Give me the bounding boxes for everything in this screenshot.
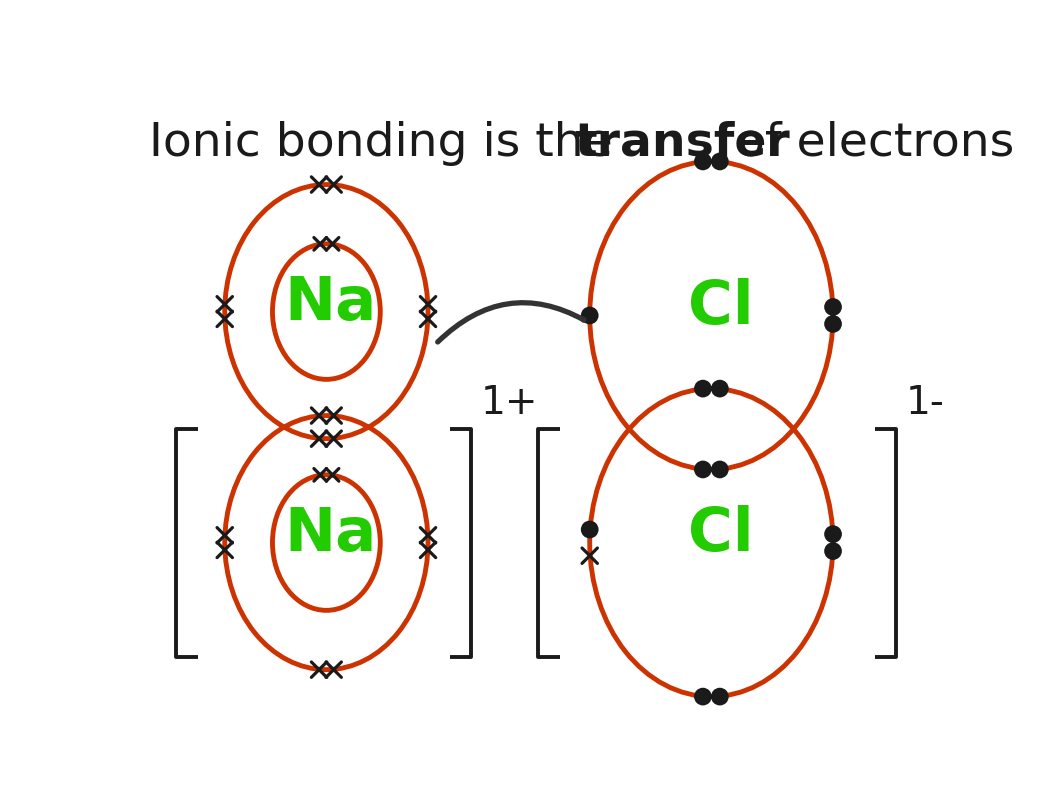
Circle shape <box>711 688 729 706</box>
Text: of electrons: of electrons <box>720 121 1014 166</box>
Circle shape <box>711 380 729 398</box>
Text: Na: Na <box>285 506 376 565</box>
Circle shape <box>581 306 598 324</box>
Circle shape <box>581 521 598 538</box>
Text: 1-: 1- <box>905 385 944 422</box>
Text: 1+: 1+ <box>481 385 538 422</box>
Text: Ionic bonding is the: Ionic bonding is the <box>149 121 628 166</box>
Circle shape <box>711 153 729 170</box>
Circle shape <box>694 461 712 478</box>
Circle shape <box>711 461 729 478</box>
Circle shape <box>824 542 842 560</box>
Circle shape <box>824 526 842 543</box>
Text: Na: Na <box>285 274 376 334</box>
Circle shape <box>694 380 712 398</box>
Circle shape <box>824 298 842 316</box>
FancyArrowPatch shape <box>438 302 584 342</box>
Text: Cl: Cl <box>688 506 754 565</box>
Circle shape <box>824 315 842 333</box>
Text: transfer: transfer <box>574 121 790 166</box>
Circle shape <box>694 688 712 706</box>
Circle shape <box>694 153 712 170</box>
Text: Cl: Cl <box>688 278 754 338</box>
